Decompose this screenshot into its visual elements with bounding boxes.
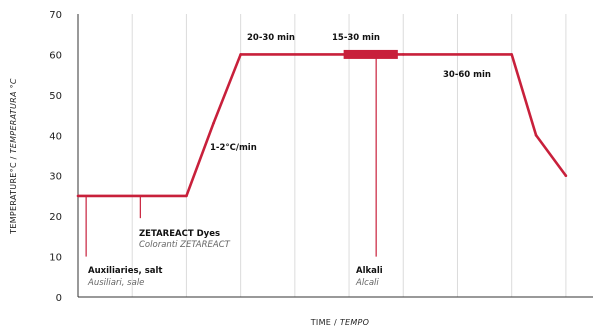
data-point: [510, 53, 513, 56]
y-tick-label: 20: [49, 212, 62, 223]
annotation-hold1: 20-30 min: [247, 33, 295, 43]
data-point: [401, 53, 405, 56]
annotation-auxiliaries-title: Auxiliaries, salt: [88, 266, 162, 276]
annotation-dyes-title: ZETAREACT Dyes: [139, 229, 220, 239]
y-axis-title-main: TEMPERATURE°C /: [9, 153, 18, 234]
alkali-dosing-bar: [343, 49, 398, 59]
annotation-dyes-italic: Coloranti ZETAREACT: [139, 240, 231, 250]
event-markers: [85, 54, 377, 257]
y-tick-labels: 0 10 20 30 40 50 60 70: [49, 10, 62, 304]
data-point: [564, 174, 568, 178]
y-tick-label: 50: [49, 91, 62, 102]
x-axis-title-main: TIME /: [310, 318, 340, 327]
x-axis-title: TIME / TEMPO: [310, 318, 370, 327]
data-point: [534, 133, 538, 137]
annotation-ramp: 1-2°C/min: [210, 143, 257, 153]
annotation-hold3: 30-60 min: [443, 70, 491, 80]
data-point: [212, 121, 215, 125]
y-tick-label: 0: [56, 293, 62, 304]
data-point: [76, 194, 80, 198]
annotation-auxiliaries-italic: Ausiliari, sale: [87, 278, 144, 288]
annotation-alkali-italic: Alcali: [355, 278, 379, 288]
y-tick-label: 30: [49, 172, 62, 183]
y-tick-label: 10: [49, 253, 62, 264]
y-tick-label: 60: [49, 50, 62, 61]
data-point: [239, 53, 242, 56]
annotation-alkali-title: Alkali: [356, 266, 383, 276]
data-point: [185, 194, 188, 198]
temperature-profile-line: [78, 53, 567, 198]
y-axis-title: TEMPERATURE°C / TEMPERATURA °C: [9, 78, 18, 235]
x-axis-title-italic: TEMPO: [340, 318, 369, 327]
y-tick-label: 70: [49, 10, 62, 21]
annotation-hold2: 15-30 min: [332, 33, 380, 43]
y-tick-label: 40: [49, 131, 62, 142]
series-group: [76, 49, 568, 198]
vertical-grid: [131, 14, 567, 297]
y-axis-title-italic: TEMPERATURA °C: [9, 78, 18, 153]
